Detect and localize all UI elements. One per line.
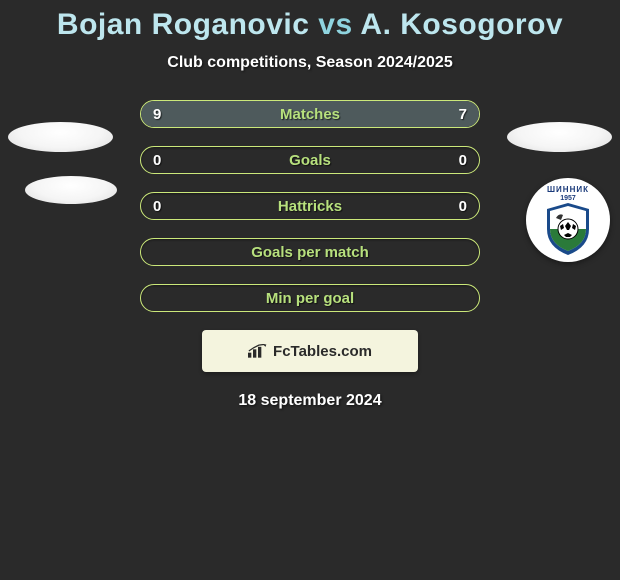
stat-label: Goals per match [141, 244, 479, 261]
stat-label: Hattricks [141, 198, 479, 215]
chart-icon [248, 344, 268, 358]
stat-row: Min per goal [140, 284, 480, 312]
stat-row: 00Goals [140, 146, 480, 174]
vs-text: vs [318, 8, 352, 41]
stat-row: 97Matches [140, 100, 480, 128]
player2-name: A. Kosogorov [360, 8, 563, 41]
stat-row: Goals per match [140, 238, 480, 266]
stat-label: Min per goal [141, 290, 479, 307]
comparison-title: Bojan Roganovic vs A. Kosogorov [0, 0, 620, 42]
fctables-logo: FcTables.com [202, 330, 418, 372]
date: 18 september 2024 [0, 392, 620, 410]
subtitle: Club competitions, Season 2024/2025 [0, 54, 620, 72]
stat-label: Matches [141, 106, 479, 123]
stat-label: Goals [141, 152, 479, 169]
player1-name: Bojan Roganovic [57, 8, 310, 41]
logo-text: FcTables.com [273, 343, 372, 360]
stat-row: 00Hattricks [140, 192, 480, 220]
stats-bars: 97Matches 00Goals 00Hattricks Goals per mat… [140, 100, 480, 312]
